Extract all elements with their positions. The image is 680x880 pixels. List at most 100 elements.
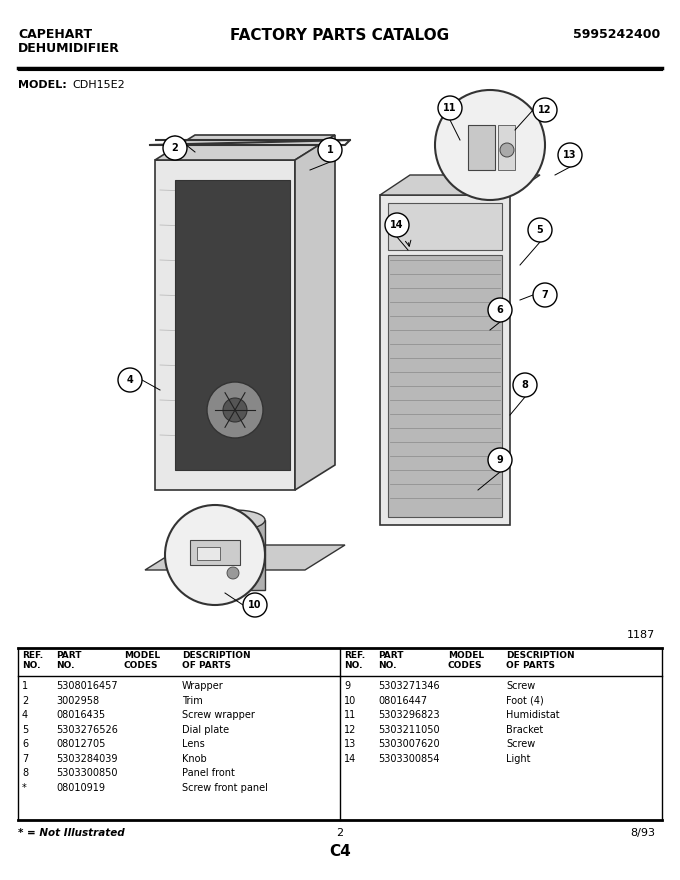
Text: 08016435: 08016435 [56,710,105,720]
Text: 10: 10 [344,695,356,706]
Text: PART: PART [378,651,403,660]
Circle shape [533,283,557,307]
Text: 13: 13 [344,739,356,749]
Text: 12: 12 [539,105,551,115]
Circle shape [435,90,545,200]
Text: 5303296823: 5303296823 [378,710,440,720]
Text: 5: 5 [22,724,29,735]
Polygon shape [380,195,510,525]
Text: CDH15E2: CDH15E2 [72,80,124,90]
Text: NO.: NO. [378,661,396,670]
Text: 3002958: 3002958 [56,695,99,706]
Text: REF.: REF. [344,651,365,660]
Text: 2: 2 [171,143,178,153]
Polygon shape [388,203,502,250]
Text: MODEL: MODEL [448,651,484,660]
Text: Wrapper: Wrapper [182,681,224,691]
Text: Humidistat: Humidistat [506,710,560,720]
Text: 08016447: 08016447 [378,695,427,706]
Text: REF.: REF. [22,651,43,660]
Text: Panel front: Panel front [182,768,235,778]
Text: FACTORY PARTS CATALOG: FACTORY PARTS CATALOG [231,28,449,43]
Text: 4: 4 [126,375,133,385]
Polygon shape [205,520,265,590]
Circle shape [163,136,187,160]
Text: Foot (4): Foot (4) [506,695,544,706]
Polygon shape [380,175,540,195]
Polygon shape [295,135,335,490]
Circle shape [513,373,537,397]
Circle shape [243,593,267,617]
Text: NO.: NO. [344,661,362,670]
Text: PART: PART [56,651,82,660]
Text: 9: 9 [496,455,503,465]
Circle shape [533,98,557,122]
Text: 7: 7 [22,753,29,764]
Text: Dial plate: Dial plate [182,724,229,735]
Text: 11: 11 [344,710,356,720]
Text: *: * [22,782,27,793]
Circle shape [488,448,512,472]
Text: MODEL:: MODEL: [18,80,67,90]
Text: 1: 1 [326,145,333,155]
Text: 6: 6 [496,305,503,315]
Text: DESCRIPTION: DESCRIPTION [182,651,251,660]
Text: Screw: Screw [506,681,535,691]
Polygon shape [468,125,495,170]
Text: CODES: CODES [124,661,158,670]
Text: Trim: Trim [182,695,203,706]
Circle shape [558,143,582,167]
Text: CAPEHART: CAPEHART [18,28,92,41]
Circle shape [227,567,239,579]
Polygon shape [155,135,335,160]
Text: 10: 10 [248,600,262,610]
Text: 11: 11 [443,103,457,113]
Text: 7: 7 [542,290,548,300]
Text: * = Not Illustrated: * = Not Illustrated [18,828,124,838]
Text: MODEL: MODEL [124,651,160,660]
Text: Light: Light [506,753,530,764]
Circle shape [438,96,462,120]
Circle shape [500,143,514,157]
Polygon shape [197,547,220,560]
Text: 5: 5 [537,225,543,235]
Text: OF PARTS: OF PARTS [182,661,231,670]
Text: Knob: Knob [182,753,207,764]
Text: 1: 1 [22,681,28,691]
Text: 08012705: 08012705 [56,739,105,749]
Ellipse shape [205,510,265,530]
Text: OF PARTS: OF PARTS [506,661,555,670]
Text: C4: C4 [329,844,351,859]
Text: 5308016457: 5308016457 [56,681,118,691]
Text: 12: 12 [344,724,356,735]
Text: 5303300850: 5303300850 [56,768,118,778]
Text: 5303271346: 5303271346 [378,681,440,691]
Text: NO.: NO. [56,661,75,670]
Text: 8: 8 [522,380,528,390]
Text: Bracket: Bracket [506,724,543,735]
Text: Screw wrapper: Screw wrapper [182,710,255,720]
Circle shape [385,213,409,237]
Polygon shape [190,540,240,565]
Text: 5303276526: 5303276526 [56,724,118,735]
Polygon shape [145,545,345,570]
Text: Lens: Lens [182,739,205,749]
Text: 2: 2 [22,695,29,706]
Text: 9: 9 [344,681,350,691]
Text: 14: 14 [344,753,356,764]
Circle shape [318,138,342,162]
Text: Screw: Screw [506,739,535,749]
Text: 6: 6 [22,739,28,749]
Polygon shape [498,125,515,170]
Text: DEHUMIDIFIER: DEHUMIDIFIER [18,42,120,55]
Text: 5303300854: 5303300854 [378,753,439,764]
Circle shape [528,218,552,242]
Polygon shape [388,255,502,517]
Text: CODES: CODES [448,661,483,670]
Circle shape [223,398,247,422]
Polygon shape [155,160,295,490]
Text: 14: 14 [390,220,404,230]
Text: NO.: NO. [22,661,41,670]
Text: 5995242400: 5995242400 [573,28,660,41]
Circle shape [207,382,263,438]
